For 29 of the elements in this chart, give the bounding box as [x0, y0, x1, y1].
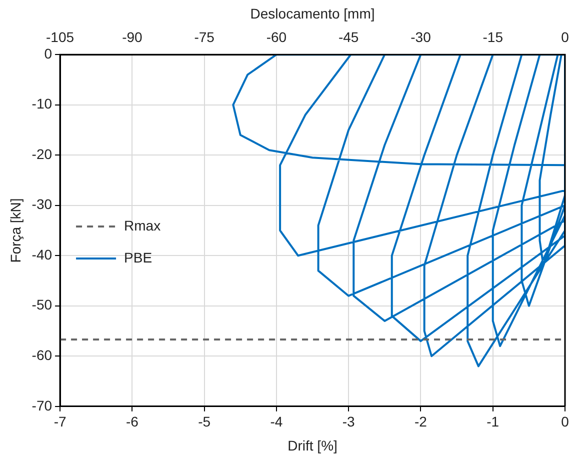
- x2-tick-label: -15: [482, 29, 504, 46]
- x2-tick-label: -75: [194, 29, 215, 46]
- x2-tick-label: -30: [410, 29, 432, 46]
- y-tick-label: -70: [32, 397, 52, 414]
- x-tick-label: 0: [561, 414, 570, 430]
- x2-axis-title: Deslocamento [mm]: [250, 5, 375, 22]
- y-axis-title: Força [kN]: [7, 198, 24, 263]
- legend-label: Rmax: [124, 217, 161, 234]
- legend-label: PBE: [124, 249, 152, 266]
- x2-tick-label: -45: [338, 29, 359, 46]
- y-tick-label: -10: [32, 96, 52, 112]
- x-tick-label: -1: [486, 414, 500, 430]
- x2-tick-label: 0: [561, 29, 570, 46]
- x-tick-label: -4: [270, 414, 283, 430]
- x-tick-label: -3: [342, 414, 356, 430]
- y-tick-label: 0: [44, 45, 52, 62]
- y-tick-label: -50: [32, 296, 52, 313]
- y-tick-label: -40: [32, 246, 52, 262]
- y-tick-label: -30: [32, 196, 52, 212]
- y-tick-label: -60: [32, 347, 52, 363]
- y-tick-label: -20: [32, 146, 52, 162]
- x2-tick-label: -60: [266, 29, 287, 46]
- x2-tick-label: -90: [122, 29, 143, 46]
- x-tick-label: -2: [414, 414, 428, 430]
- x2-tick-label: -105: [46, 29, 74, 46]
- x-axis-title: Drift [%]: [288, 437, 338, 454]
- x-tick-label: -6: [126, 414, 139, 430]
- x-tick-label: -5: [198, 414, 211, 430]
- x-tick-label: -7: [54, 414, 66, 430]
